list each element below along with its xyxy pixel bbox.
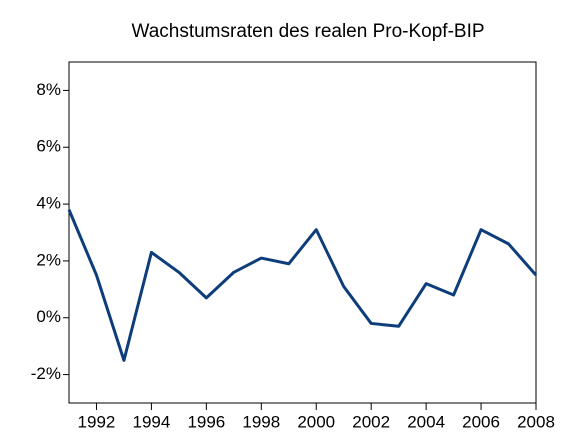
series-line [67, 209, 538, 362]
y-tick-label: 8% [36, 80, 61, 99]
x-tick-label: 1992 [78, 412, 116, 431]
x-tick-label: 2004 [407, 412, 445, 431]
y-tick-label: -2% [31, 364, 61, 383]
x-tick-label: 2008 [517, 412, 555, 431]
y-tick-label: 6% [36, 137, 61, 156]
x-tick-label: 1994 [132, 412, 170, 431]
plot-frame [68, 61, 537, 404]
chart-title: Wachstumsraten des realen Pro-Kopf-BIP [131, 21, 484, 42]
y-tick-label: 0% [36, 307, 61, 326]
x-tick-label: 1998 [242, 412, 280, 431]
x-tick-label: 2000 [297, 412, 335, 431]
x-tick-label: 2006 [462, 412, 500, 431]
y-tick-label: 4% [36, 194, 61, 213]
y-tick-label: 2% [36, 250, 61, 269]
x-tick-label: 2002 [352, 412, 390, 431]
x-tick-label: 1996 [187, 412, 225, 431]
